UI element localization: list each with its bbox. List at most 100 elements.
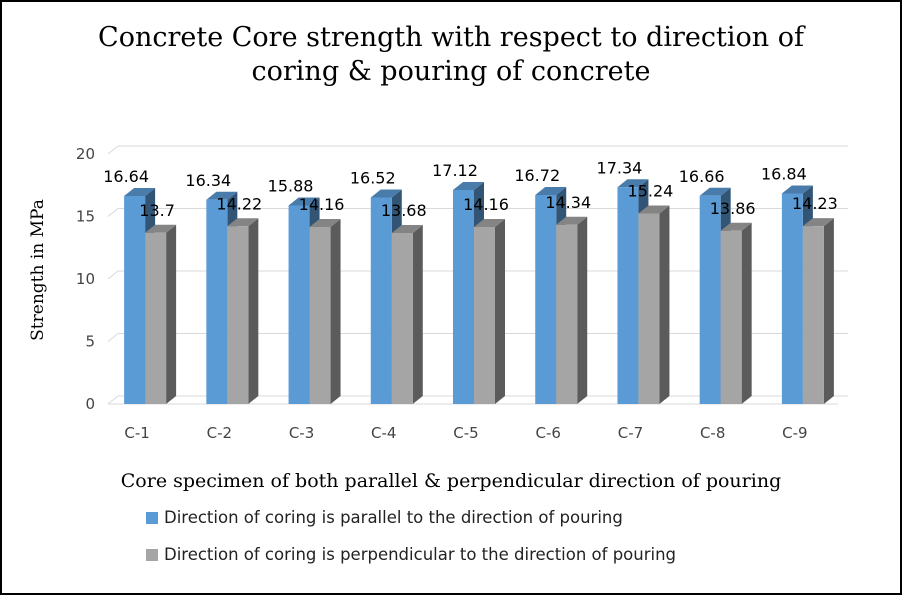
gridline-depth (107, 145, 119, 155)
bar-front (288, 205, 310, 404)
bar-top (453, 182, 484, 190)
x-tick-label: C-1 (124, 424, 149, 442)
bar-side (330, 219, 341, 404)
bar-side (248, 218, 259, 404)
data-label: 16.72 (514, 166, 560, 185)
bar-front (124, 196, 146, 404)
gridline-depth (107, 333, 119, 342)
bar-front (638, 213, 660, 404)
legend-swatch (146, 512, 158, 524)
x-tick-label: C-2 (207, 424, 232, 442)
bar-top (699, 187, 731, 196)
data-label: 15.24 (628, 182, 674, 201)
x-tick-label: C-3 (289, 424, 314, 442)
bar-front (802, 226, 824, 404)
data-label: 16.64 (103, 167, 149, 186)
bar-side (495, 219, 505, 404)
data-label: 13.7 (139, 201, 175, 220)
bars (124, 179, 834, 404)
x-axis-label: Core specimen of both parallel & perpend… (121, 470, 781, 492)
bar-top (391, 225, 423, 233)
gridline-depth (107, 395, 119, 405)
bar-side (412, 225, 423, 404)
y-tick-label: 5 (85, 333, 95, 351)
bar-perpendicular-C-6 (556, 216, 588, 404)
bar-front (453, 190, 474, 404)
data-label: 14.34 (545, 193, 591, 212)
x-tick-label: C-8 (700, 424, 725, 442)
bar-front (227, 226, 249, 404)
bar-front (309, 227, 331, 404)
bar-perpendicular-C-4 (391, 225, 423, 404)
y-tick-label: 15 (76, 208, 95, 226)
legend-swatch (146, 549, 158, 561)
data-label: 14.16 (463, 195, 509, 214)
data-label: 14.22 (216, 194, 262, 213)
bar-side (741, 222, 752, 404)
data-label: 16.84 (761, 165, 807, 184)
bar-perpendicular-C-7 (638, 205, 670, 404)
bar-front (474, 227, 495, 404)
bar-top (227, 218, 259, 227)
bar-perpendicular-C-3 (309, 219, 341, 404)
bar-top (720, 222, 752, 231)
legend: Direction of coring is parallel to the d… (146, 508, 676, 564)
bar-front (370, 197, 392, 404)
data-label: 15.88 (268, 177, 314, 196)
bar-front (206, 199, 228, 404)
data-labels: 16.6413.716.3414.2215.8814.1616.5213.681… (103, 158, 838, 220)
x-tick-label: C-5 (453, 424, 478, 442)
data-label: 13.68 (381, 201, 427, 220)
bar-perpendicular-C-5 (474, 219, 505, 404)
bar-top (556, 216, 588, 225)
data-label: 16.66 (679, 167, 725, 186)
bar-side (577, 216, 588, 404)
bar-top (145, 224, 177, 233)
x-tick-label: C-9 (782, 424, 807, 442)
bar-front (781, 193, 803, 404)
bar-top (370, 189, 402, 198)
bar-top (309, 219, 341, 227)
legend-label: Direction of coring is parallel to the d… (164, 508, 623, 527)
bar-top (206, 191, 238, 200)
bar-front (556, 224, 578, 404)
data-label: 13.86 (710, 199, 756, 218)
x-axis-ticks: C-1 C-2 C-3 C-4 C-5 C-6 C-7 C-8 C-9 (124, 424, 807, 442)
x-tick-label: C-6 (536, 424, 561, 442)
bar-top (124, 188, 156, 196)
data-label: 16.34 (185, 171, 231, 190)
bar-front (391, 233, 413, 404)
gridline-depth (107, 270, 119, 280)
bar-side (823, 218, 834, 404)
y-tick-label: 10 (76, 270, 95, 288)
bar-perpendicular-C-2 (227, 218, 259, 404)
data-label: 14.16 (299, 195, 345, 214)
data-label: 16.52 (350, 169, 396, 188)
y-tick-label: 0 (85, 395, 95, 413)
y-axis-ticks: 0 5 10 15 20 (76, 145, 95, 413)
bar-perpendicular-C-8 (720, 222, 752, 404)
bar-top (802, 218, 834, 227)
chart-title-line-2: coring & pouring of concrete (252, 56, 651, 87)
bar-perpendicular-C-1 (145, 224, 177, 404)
chart-title: Concrete Core strength with respect to d… (98, 22, 806, 87)
bar-top (617, 179, 649, 188)
bar-top (638, 205, 670, 214)
gridline-depth (107, 208, 119, 217)
legend-label: Direction of coring is perpendicular to … (164, 545, 676, 564)
bar-front (617, 187, 639, 404)
x-tick-label: C-4 (371, 424, 396, 442)
bar-front (699, 195, 721, 404)
y-tick-label: 20 (76, 145, 95, 163)
chart-title-line-1: Concrete Core strength with respect to d… (98, 22, 806, 53)
data-label: 17.12 (432, 161, 478, 180)
data-label: 14.23 (792, 194, 838, 213)
bar-side (166, 224, 177, 404)
bar-top (288, 197, 320, 206)
bar-top (474, 219, 505, 227)
bar-top (535, 187, 567, 195)
bar-side (659, 205, 670, 404)
bar-front (720, 230, 742, 404)
y-axis-label: Strength in MPa (28, 199, 48, 341)
